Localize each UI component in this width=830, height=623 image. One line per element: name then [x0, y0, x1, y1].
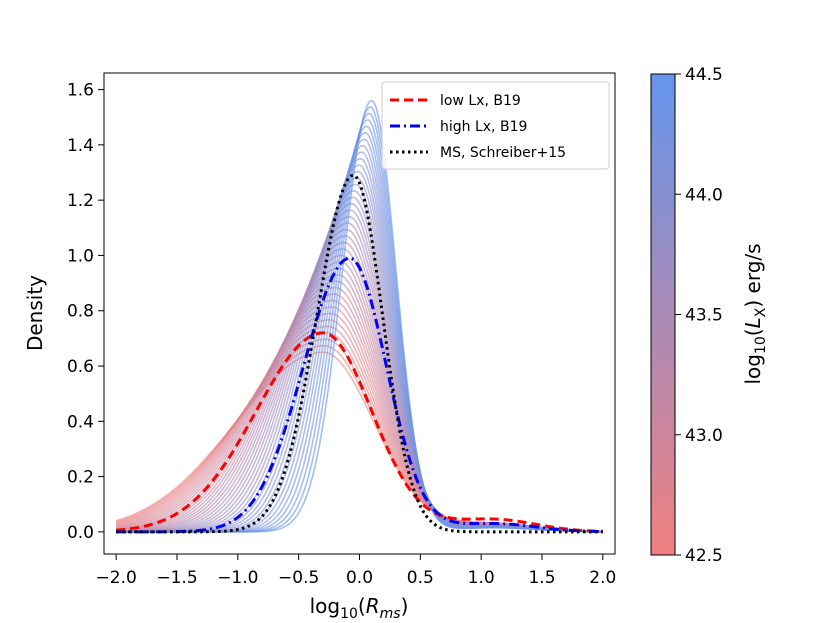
- colorbar-tick-label: 43.5: [685, 306, 723, 326]
- legend-entry: low Lx, B19: [440, 93, 521, 109]
- series-line-dotted: [116, 173, 603, 534]
- legend-entry: high Lx, B19: [440, 119, 527, 135]
- colorbar: [650, 73, 676, 556]
- y-tick-label: 0.8: [67, 302, 94, 322]
- x-axis-ticks: −2.0 −1.5 −1.0 −0.5 0.0 0.5 1.0 1.5 2.0: [96, 554, 616, 588]
- x-tick-label: −1.5: [156, 568, 197, 588]
- legend-box: [381, 81, 610, 170]
- series-line-dashed: [116, 331, 603, 533]
- legend: low Lx, B19 high Lx, B19 MS, Schreiber+15: [381, 81, 610, 170]
- series-line-dashdot: [116, 256, 603, 534]
- x-tick-label: 1.0: [468, 568, 495, 588]
- y-tick-label: 1.2: [67, 191, 94, 211]
- colorbar-tick-label: 43.0: [685, 426, 723, 446]
- x-tick-label: 0.0: [346, 568, 373, 588]
- main-series: [116, 173, 603, 534]
- background-curve-family: [115, 99, 603, 533]
- y-tick-label: 0.6: [67, 357, 94, 377]
- x-tick-label: 2.0: [589, 568, 616, 588]
- y-tick-label: 0.4: [67, 412, 94, 432]
- y-tick-label: 1.4: [67, 136, 94, 156]
- x-tick-label: 1.5: [528, 568, 555, 588]
- y-tick-label: 1.6: [67, 81, 94, 101]
- y-tick-label: 0.0: [67, 523, 94, 543]
- y-axis-ticks: 0.0 0.2 0.4 0.6 0.8 1.0 1.2 1.4 1.6: [67, 81, 104, 543]
- y-tick-label: 1.0: [67, 246, 94, 266]
- x-tick-label: −0.5: [278, 568, 319, 588]
- legend-entry: MS, Schreiber+15: [440, 145, 566, 161]
- x-tick-label: −1.0: [217, 568, 258, 588]
- colorbar-tick-label: 44.5: [685, 65, 723, 85]
- x-axis-label: log10(Rms): [310, 594, 409, 622]
- colorbar-tick-label: 44.0: [685, 185, 723, 205]
- colorbar-tick-label: 42.5: [685, 546, 723, 566]
- y-axis-label: Density: [23, 275, 47, 351]
- x-tick-label: −2.0: [96, 568, 137, 588]
- colorbar-ticks: 42.5 43.0 43.5 44.0 44.5: [675, 65, 723, 566]
- x-tick-label: 0.5: [407, 568, 434, 588]
- y-tick-label: 0.2: [67, 468, 94, 488]
- colorbar-label: log10(LX) erg/s: [741, 243, 769, 384]
